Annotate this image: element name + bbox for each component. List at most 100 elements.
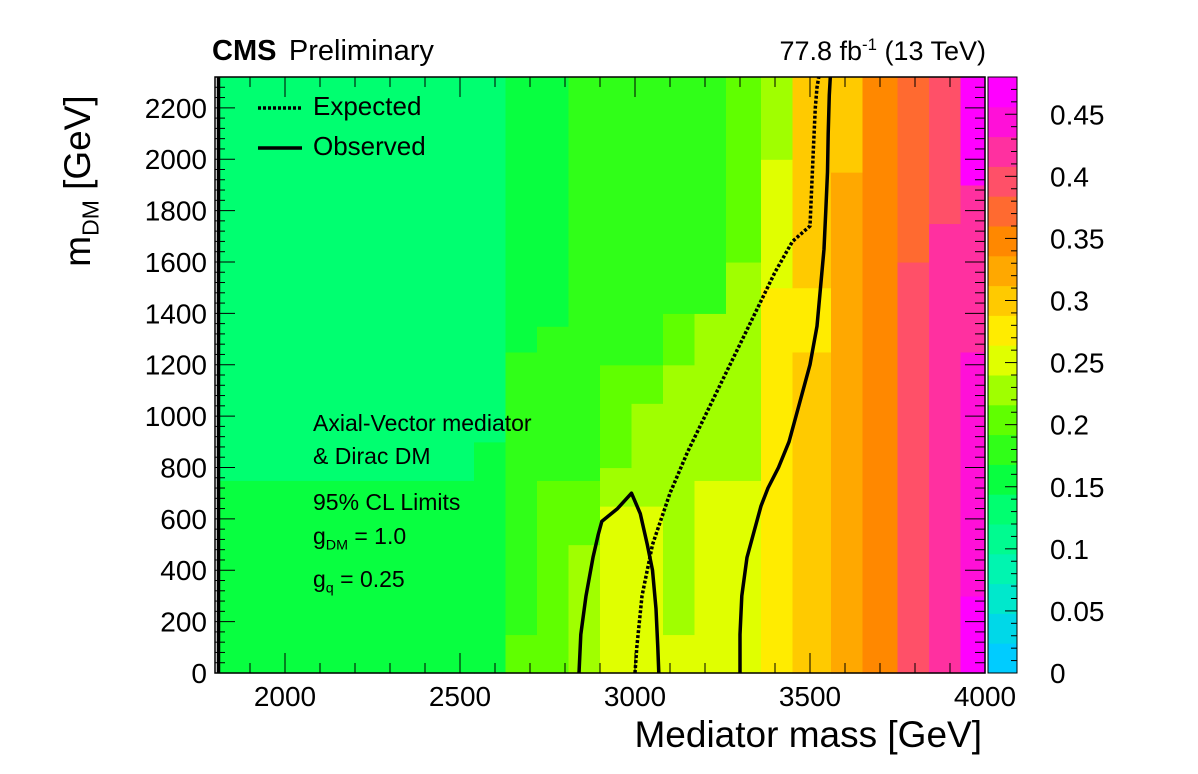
- heatmap-cell: [379, 634, 412, 674]
- heatmap-cell: [694, 77, 727, 314]
- annotation-dm: & Dirac DM: [313, 443, 431, 469]
- heatmap-cell: [600, 506, 633, 674]
- color-scale-bin: [988, 524, 1017, 555]
- heatmap-cell: [316, 77, 349, 212]
- heatmap-cell: [505, 351, 538, 481]
- color-scale-bin: [988, 106, 1017, 138]
- heatmap-cell: [761, 287, 794, 674]
- heatmap-cell: [897, 77, 930, 263]
- color-scale-bin: [988, 404, 1017, 436]
- color-scale-bin: [988, 166, 1017, 197]
- z-tick-label: 0.4: [1050, 161, 1089, 192]
- heatmap-cell: [411, 441, 444, 481]
- color-scale-bin: [988, 226, 1017, 257]
- y-tick-label: 400: [160, 555, 207, 586]
- x-tick-label: 2000: [254, 681, 316, 712]
- heatmap-cell: [442, 210, 475, 379]
- heatmap-cell: [411, 210, 444, 366]
- heatmap-cell: [537, 480, 570, 674]
- y-tick-label: 1800: [145, 196, 207, 227]
- heatmap-cell: [218, 210, 255, 443]
- z-tick-label: 0.2: [1050, 410, 1089, 441]
- heatmap-cell: [600, 467, 633, 507]
- heatmap-cell: [862, 313, 899, 674]
- y-title-m: m: [57, 235, 98, 267]
- cms-label: CMS: [212, 35, 277, 67]
- heatmap-cell: [442, 377, 475, 443]
- heatmap-cell: [568, 313, 601, 481]
- heatmap-cell: [474, 77, 507, 212]
- heatmap-cell: [694, 313, 727, 481]
- heatmap-cell: [831, 172, 864, 327]
- heatmap-cell: [348, 77, 381, 212]
- y-tick-label: 0: [191, 658, 207, 689]
- heatmap-cell: [505, 634, 538, 674]
- legend-observed-label: Observed: [313, 131, 426, 161]
- heatmap-cells: [218, 77, 986, 674]
- heatmap-cell: [726, 261, 762, 481]
- z-tick-label: 0.35: [1050, 223, 1105, 254]
- y-title-unit: [GeV]: [57, 95, 98, 201]
- legend-expected-label: Expected: [313, 91, 422, 121]
- heatmap-cell: [663, 313, 696, 366]
- heatmap-cell: [537, 77, 570, 327]
- z-tick-label: 0.05: [1050, 596, 1105, 627]
- heatmap-cell: [568, 77, 601, 314]
- lumi-value: 77.8 fb: [779, 36, 863, 66]
- experiment-label: CMS Preliminary: [212, 35, 434, 68]
- y-tick-label: 800: [160, 452, 207, 483]
- heatmap-cell: [960, 184, 986, 353]
- heatmap-cell: [694, 480, 727, 636]
- x-tick-label: 4000: [954, 681, 1016, 712]
- heatmap-cell: [316, 441, 349, 481]
- heatmap-cell: [442, 480, 475, 674]
- lumi-exponent: -1: [862, 35, 877, 54]
- y-tick-label: 2000: [145, 144, 207, 175]
- heatmap-cell: [631, 364, 664, 404]
- z-tick-label: 0.45: [1050, 99, 1105, 130]
- heatmap-cell: [218, 77, 255, 212]
- annotation-gq: gq = 0.25: [313, 566, 405, 596]
- gdm-symbol: g: [313, 523, 326, 549]
- x-tick-label: 3500: [779, 681, 841, 712]
- lumi-energy: (13 TeV): [884, 36, 986, 66]
- x-tick-label: 3000: [604, 681, 666, 712]
- heatmap-cell: [862, 77, 899, 314]
- color-scale-bin: [988, 315, 1017, 346]
- legend-swatches: [258, 106, 302, 150]
- heatmap-cell: [379, 210, 412, 443]
- heatmap-cell: [474, 210, 507, 366]
- color-scale: 0 0.05 0.1 0.15 0.2 0.25 0.3 0.35 0.4 0.45: [987, 76, 1105, 689]
- preliminary-label: Preliminary: [288, 35, 434, 67]
- y-tick-label: 200: [160, 607, 207, 638]
- heatmap-cell: [348, 480, 381, 674]
- heatmap-cell: [379, 480, 412, 636]
- heatmap-cell: [761, 159, 794, 289]
- heatmap-cell: [348, 441, 381, 481]
- heatmap-cell: [568, 480, 601, 546]
- heatmap-cell: [600, 364, 633, 469]
- x-axis-title: Mediator mass [GeV]: [634, 714, 982, 755]
- observed-limit-line: [738, 76, 833, 673]
- x-tick-label: 2500: [429, 681, 491, 712]
- heatmap-cell: [761, 77, 794, 160]
- gdm-subscript: DM: [325, 537, 348, 554]
- gq-value: = 0.25: [333, 566, 405, 592]
- heatmap-cell: [253, 210, 318, 443]
- y-title-subscript: DM: [77, 200, 104, 236]
- gq-subscript: q: [325, 580, 334, 597]
- heatmap-cell: [411, 364, 444, 443]
- heatmap-cell: [929, 77, 962, 225]
- heatmap-cell: [218, 441, 255, 481]
- z-tick-label: 0.1: [1050, 534, 1089, 565]
- heatmap-cell: [379, 441, 412, 481]
- heatmap-cell: [411, 77, 444, 212]
- heatmap-cell: [726, 77, 762, 263]
- heatmap-cell: [792, 351, 832, 674]
- heatmap-cell: [792, 287, 832, 353]
- heatmap-cell: [474, 441, 507, 481]
- heatmap-cell: [474, 480, 507, 674]
- y-tick-label: 1000: [145, 401, 207, 432]
- y-tick-label: 2200: [145, 93, 207, 124]
- heatmap-cell: [253, 480, 318, 558]
